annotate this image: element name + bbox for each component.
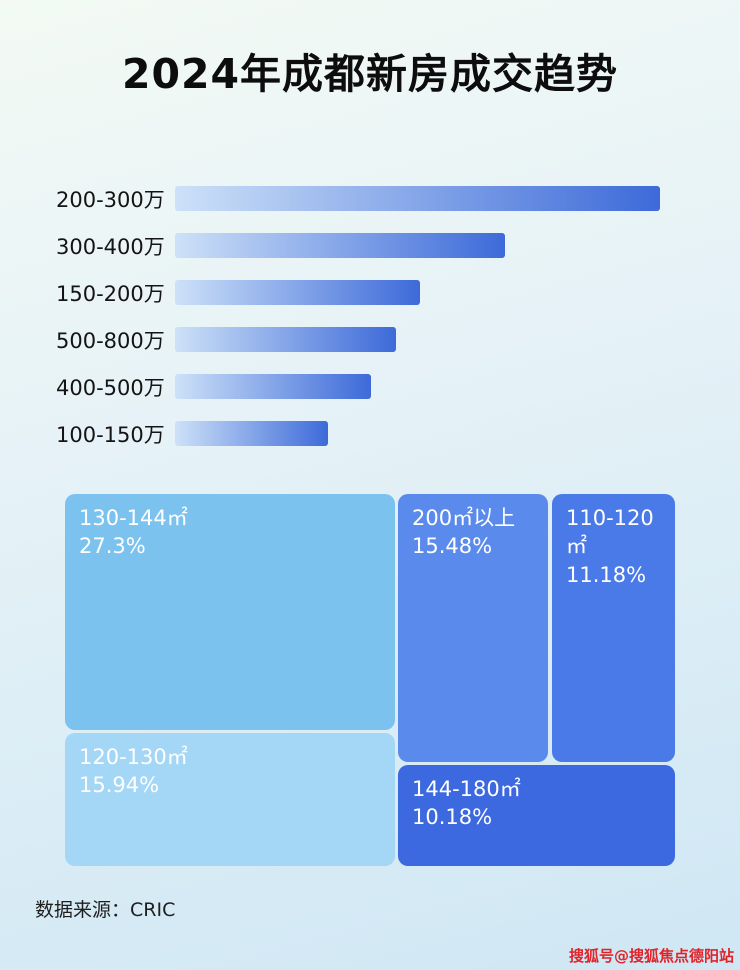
bar-track (175, 233, 660, 258)
page-title: 2024年成都新房成交趋势 (121, 50, 619, 98)
bar-row: 400-500万 (0, 374, 740, 400)
bar-track (175, 327, 660, 352)
bar-category-label: 500-800万 (56, 328, 165, 353)
bar-category-label: 400-500万 (56, 375, 165, 400)
bar-category-label: 300-400万 (56, 234, 165, 259)
bar (175, 421, 328, 446)
treemap-block-value: 11.18% (566, 562, 647, 587)
bar (175, 186, 660, 211)
treemap-block-label: 120-130㎡ (79, 745, 188, 769)
treemap-block-value: 15.94% (79, 773, 160, 798)
bar-track (175, 186, 660, 211)
bar-row: 300-400万 (0, 233, 740, 259)
bar (175, 233, 505, 258)
bar-track (175, 421, 660, 446)
bar-track (175, 280, 660, 305)
bar-row: 200-300万 (0, 186, 740, 212)
treemap-block-110-120: 110-120㎡ 11.18% (552, 494, 675, 762)
treemap-block-label: 110-120㎡ (566, 506, 654, 559)
data-source-note: 数据来源：CRIC (35, 899, 176, 921)
treemap-block-label: 130-144㎡ (79, 506, 188, 530)
treemap-block-value: 15.48% (412, 534, 493, 559)
price-range-bar-chart: 200-300万 300-400万 150-200万 500-800万 400-… (0, 186, 740, 468)
treemap-block-value: 10.18% (412, 805, 493, 830)
bar-row: 100-150万 (0, 421, 740, 447)
bar (175, 374, 372, 399)
treemap-block-200-plus: 200㎡以上 15.48% (398, 494, 548, 762)
treemap-block-144-180: 144-180㎡ 10.18% (398, 765, 675, 866)
bar (175, 280, 420, 305)
treemap-block-130-144: 130-144㎡ 27.3% (65, 494, 395, 730)
area-share-treemap: 130-144㎡ 27.3% 200㎡以上 15.48% 110-120㎡ 11… (65, 494, 675, 866)
bar-category-label: 100-150万 (56, 422, 165, 447)
treemap-block-label: 200㎡以上 (412, 506, 516, 530)
bar-category-label: 150-200万 (56, 281, 165, 306)
bar (175, 327, 396, 352)
bar-row: 150-200万 (0, 280, 740, 306)
bar-track (175, 374, 660, 399)
bar-row: 500-800万 (0, 327, 740, 353)
treemap-block-120-130: 120-130㎡ 15.94% (65, 733, 395, 866)
bar-category-label: 200-300万 (56, 187, 165, 212)
treemap-block-label: 144-180㎡ (412, 777, 521, 801)
watermark: 搜狐号@搜狐焦点德阳站 (568, 947, 734, 965)
treemap-block-value: 27.3% (79, 534, 146, 559)
